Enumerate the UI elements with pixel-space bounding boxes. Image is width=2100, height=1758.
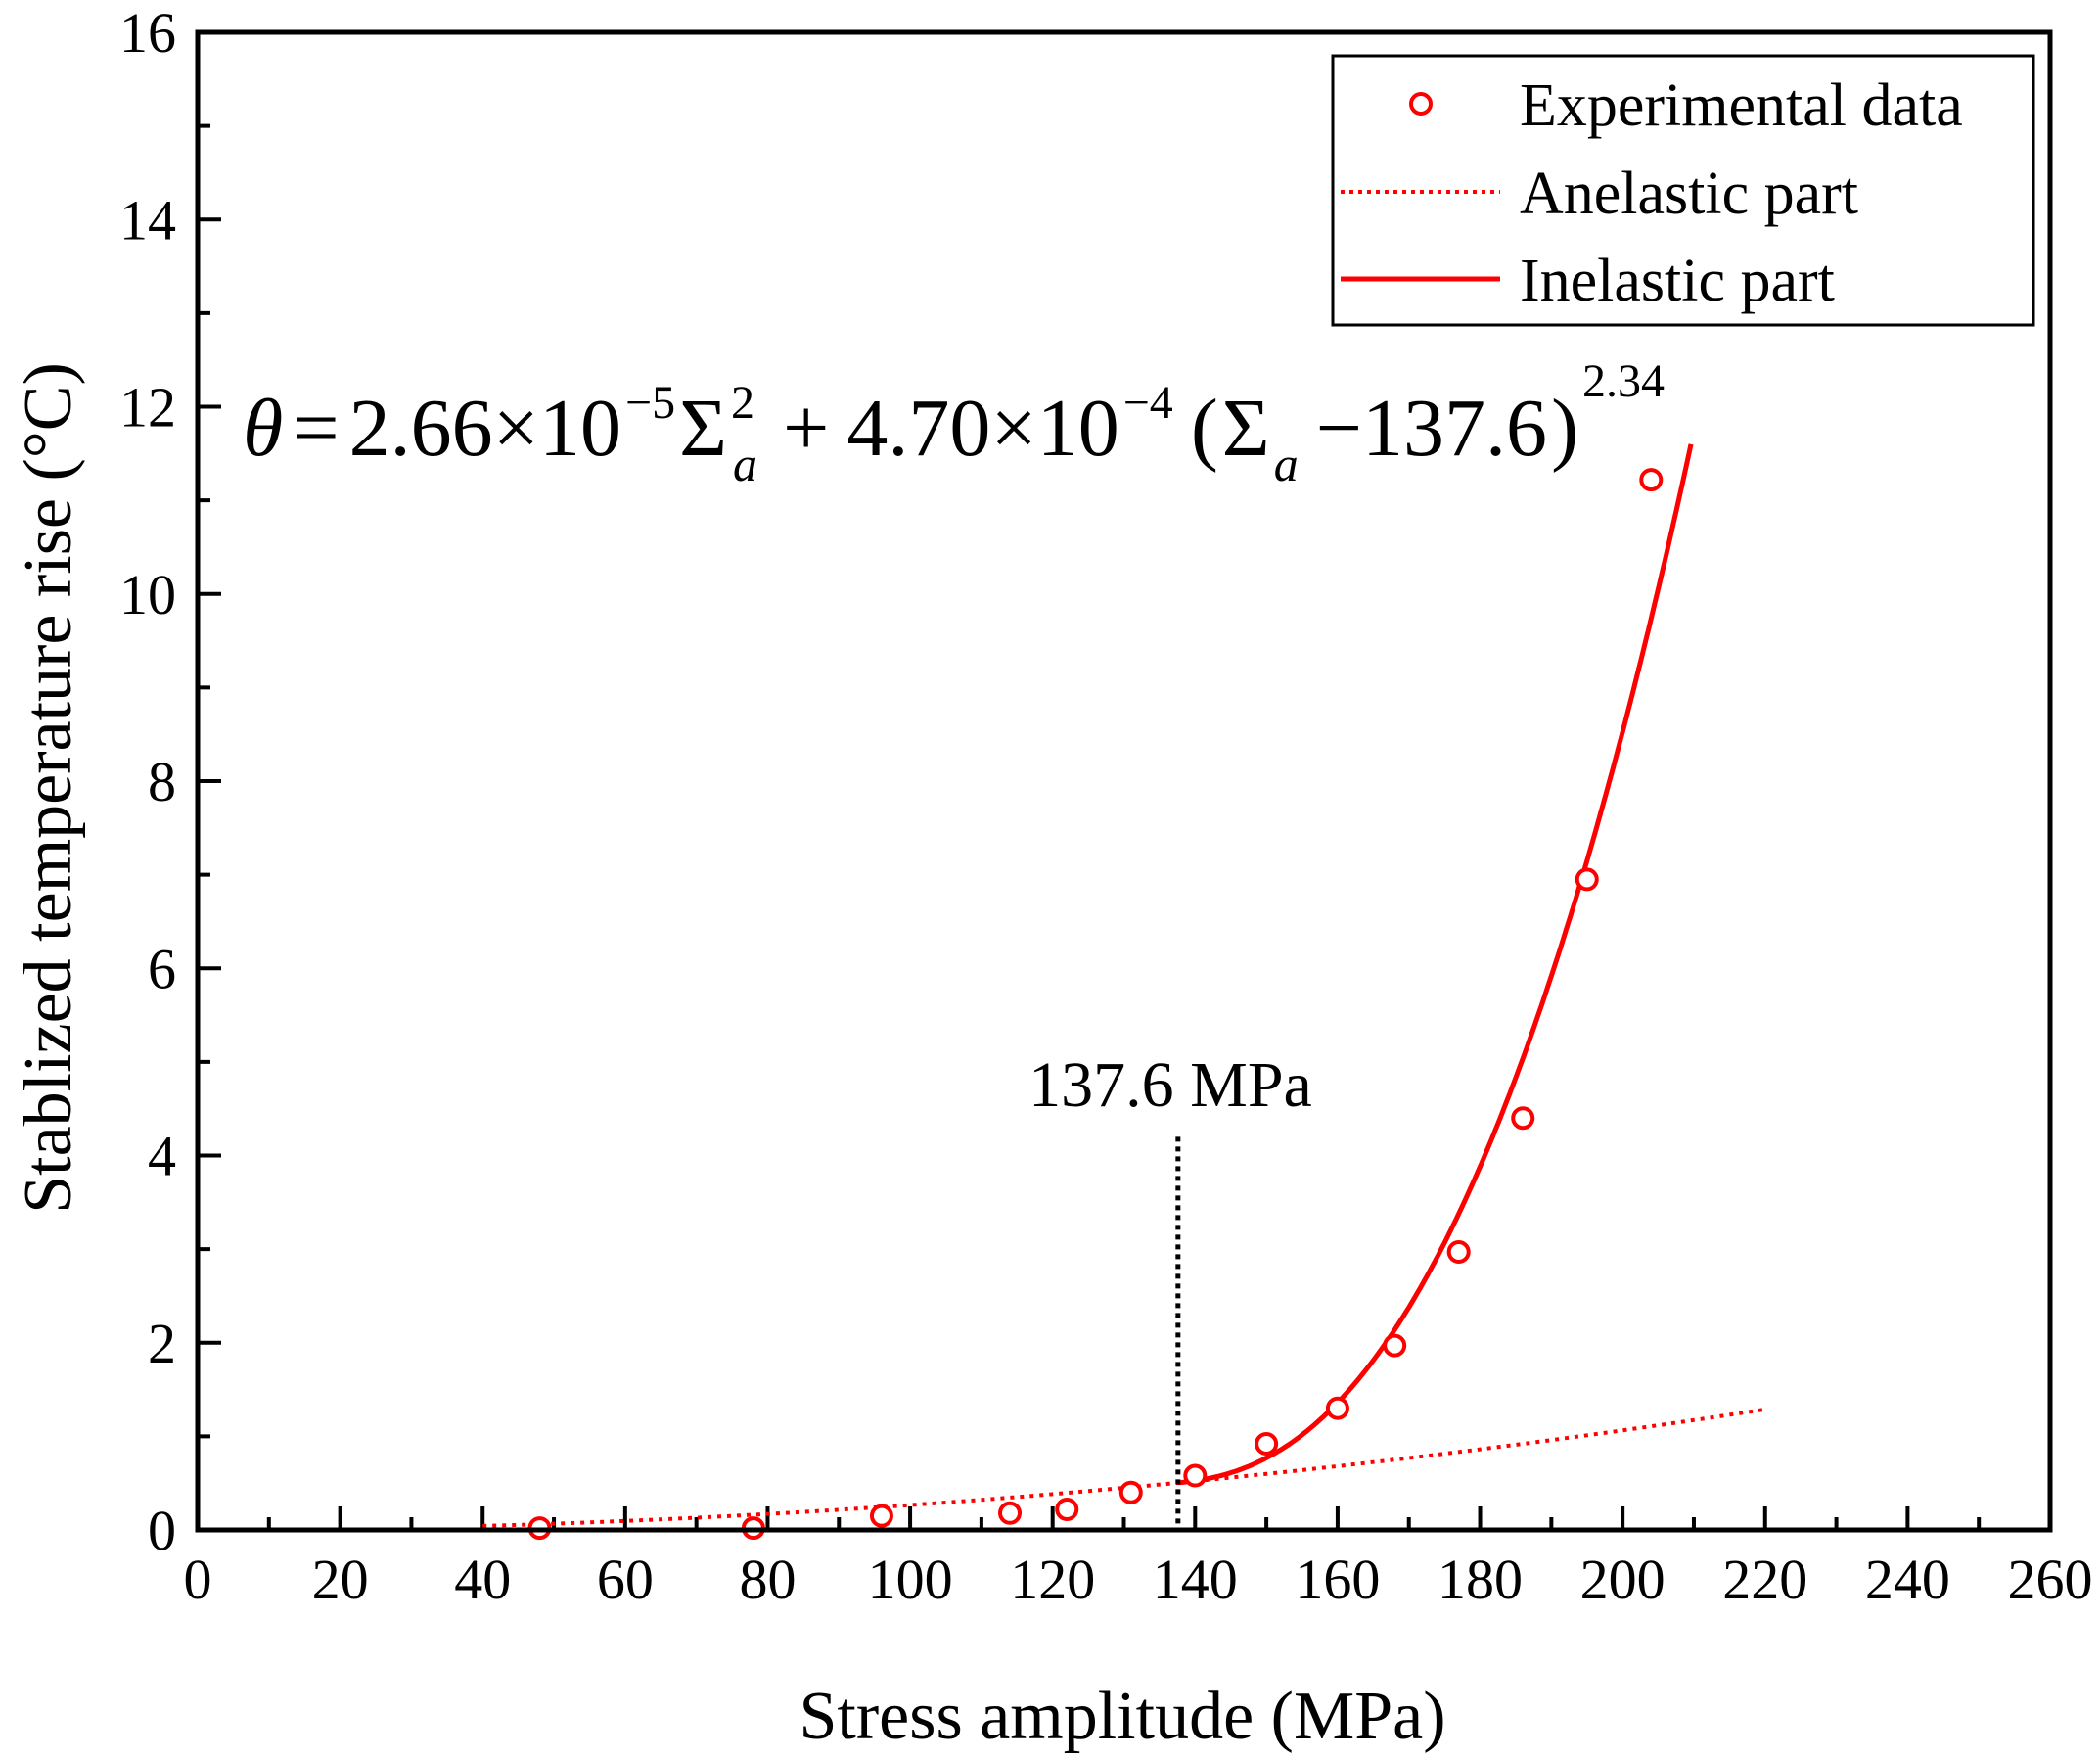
eq-exp-2: −4 bbox=[1123, 377, 1173, 429]
eq-exp-1: −5 bbox=[625, 377, 675, 429]
legend-label-experimental: Experimental data bbox=[1520, 72, 1963, 139]
y-tick-label: 14 bbox=[119, 188, 176, 252]
x-tick-label: 220 bbox=[1722, 1548, 1807, 1611]
eq-square: 2 bbox=[731, 377, 754, 429]
eq-plus: + bbox=[783, 383, 829, 474]
eq-sigma-2: Σ bbox=[1222, 383, 1270, 474]
experimental-point bbox=[1183, 1463, 1208, 1488]
legend-marker-experimental bbox=[1409, 92, 1433, 116]
legend: Experimental data Anelastic part Inelast… bbox=[1331, 54, 2035, 327]
experimental-point bbox=[1511, 1106, 1535, 1131]
y-tick-label: 10 bbox=[119, 563, 176, 626]
x-tick-label: 0 bbox=[184, 1548, 212, 1611]
experimental-point bbox=[1118, 1480, 1143, 1504]
experimental-point bbox=[1055, 1497, 1079, 1521]
y-tick-label: 12 bbox=[119, 376, 176, 440]
plot-frame bbox=[195, 29, 2053, 1533]
axis-tick-labels: 0 20 40 60 80 100 120 140 160 180 200 220 240 260 0 2 4 6… bbox=[119, 1, 2093, 1611]
x-tick-label: 100 bbox=[868, 1548, 953, 1611]
x-tick-label: 160 bbox=[1295, 1548, 1380, 1611]
eq-coef-2: 4.70×10 bbox=[846, 383, 1118, 474]
eq-power: 2.34 bbox=[1582, 355, 1665, 407]
eq-equals: = bbox=[293, 383, 339, 474]
x-tick-label: 240 bbox=[1865, 1548, 1950, 1611]
x-tick-label: 260 bbox=[2008, 1548, 2093, 1611]
experimental-point bbox=[869, 1504, 893, 1528]
eq-theta: θ bbox=[243, 383, 283, 474]
eq-minus-const: −137.6 bbox=[1316, 383, 1547, 474]
experimental-point bbox=[1639, 468, 1664, 492]
x-tick-label: 120 bbox=[1010, 1548, 1095, 1611]
eq-rparen: ) bbox=[1551, 383, 1578, 474]
x-tick-label: 60 bbox=[597, 1548, 654, 1611]
eq-sub-a-1: a bbox=[733, 437, 757, 491]
fit-equation: θ = 2.66×10 −5 Σ 2 a + 4.70×10 −4 ( Σ a … bbox=[243, 355, 1665, 491]
y-tick-label: 4 bbox=[148, 1125, 176, 1188]
eq-lparen: ( bbox=[1191, 383, 1218, 474]
experimental-point bbox=[998, 1501, 1023, 1525]
experimental-point bbox=[1383, 1333, 1407, 1358]
x-tick-label: 20 bbox=[312, 1548, 369, 1611]
legend-label-inelastic: Inelastic part bbox=[1520, 248, 1835, 314]
y-tick-label: 16 bbox=[119, 1, 176, 65]
experimental-point bbox=[1325, 1396, 1349, 1420]
y-tick-label: 0 bbox=[148, 1499, 176, 1562]
eq-sigma-1: Σ bbox=[679, 383, 727, 474]
y-tick-label: 2 bbox=[148, 1312, 176, 1375]
experimental-point bbox=[1575, 867, 1599, 892]
y-tick-label: 6 bbox=[148, 937, 176, 1000]
x-tick-label: 180 bbox=[1438, 1548, 1523, 1611]
experimental-point bbox=[1255, 1432, 1279, 1457]
x-tick-label: 200 bbox=[1580, 1548, 1666, 1611]
x-tick-label: 140 bbox=[1153, 1548, 1238, 1611]
y-axis-title: Stablized temperature rise (°C) bbox=[11, 362, 86, 1214]
x-tick-label: 40 bbox=[454, 1548, 511, 1611]
x-tick-label: 80 bbox=[739, 1548, 796, 1611]
threshold-label: 137.6 MPa bbox=[1028, 1049, 1312, 1121]
x-axis-title: Stress amplitude (MPa) bbox=[799, 1679, 1445, 1754]
y-tick-label: 8 bbox=[148, 750, 176, 813]
eq-sub-a-2: a bbox=[1274, 437, 1299, 491]
eq-coef-1: 2.66×10 bbox=[349, 383, 621, 474]
series-inelastic-line bbox=[1177, 443, 1694, 1486]
experimental-point bbox=[1446, 1239, 1471, 1264]
legend-label-anelastic: Anelastic part bbox=[1520, 161, 1858, 227]
